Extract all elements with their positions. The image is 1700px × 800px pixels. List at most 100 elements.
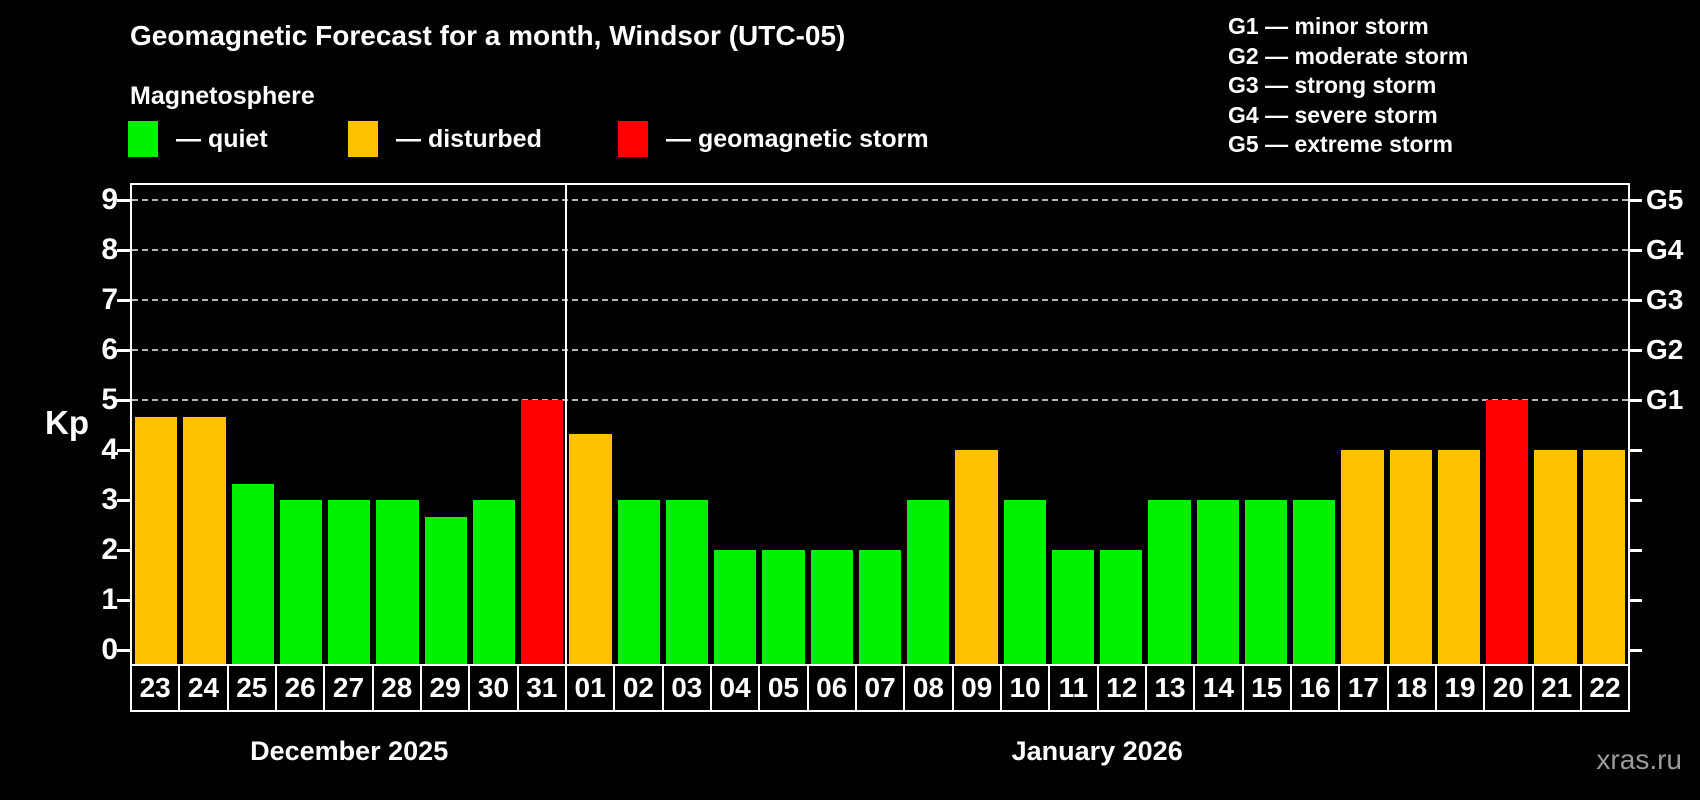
bar-day-05 xyxy=(762,550,805,664)
disturbed-swatch-icon xyxy=(348,121,378,157)
bar-day-23 xyxy=(135,416,178,664)
bar-day-17 xyxy=(1341,450,1384,664)
bar-day-07 xyxy=(858,550,902,664)
g-legend-line-g3: G3 — strong storm xyxy=(1228,72,1437,98)
date-label-02: 02 xyxy=(615,666,664,710)
g-axis-label-g3: G3 xyxy=(1646,284,1684,315)
date-label-06: 06 xyxy=(809,666,857,710)
g-scale-legend: G1 — minor storm G2 — moderate storm G3 … xyxy=(1228,12,1468,160)
date-label-31: 31 xyxy=(519,666,567,710)
y-axis-tick-label: 4 xyxy=(101,433,118,466)
date-label-21: 21 xyxy=(1534,666,1582,710)
g-axis-label-g4: G4 xyxy=(1646,234,1684,265)
date-label-07: 07 xyxy=(857,666,906,710)
bar-day-13 xyxy=(1148,500,1191,664)
storm-swatch-icon xyxy=(618,121,648,157)
gridline-kp9 xyxy=(132,199,1628,201)
gridline-kp5 xyxy=(132,399,1628,401)
right-axis-tick xyxy=(1629,599,1642,602)
date-label-25: 25 xyxy=(229,666,277,710)
date-label-22: 22 xyxy=(1589,672,1621,703)
g-legend-line-g5: G5 — extreme storm xyxy=(1228,131,1453,157)
right-axis-tick xyxy=(1629,399,1642,402)
month-label-january: January 2026 xyxy=(1011,736,1183,766)
date-label-05: 05 xyxy=(760,666,809,710)
legend-item-label: — geomagnetic storm xyxy=(666,124,929,153)
g-legend-line-g1: G1 — minor storm xyxy=(1228,13,1429,39)
date-label-29: 29 xyxy=(422,666,471,710)
date-label-16: 16 xyxy=(1292,666,1341,710)
g-legend-line-g2: G2 — moderate storm xyxy=(1228,42,1469,69)
bar-day-21 xyxy=(1534,450,1577,664)
right-axis-tick xyxy=(1629,249,1642,252)
page-title: Geomagnetic Forecast for a month, Windso… xyxy=(130,20,846,51)
bar-day-20 xyxy=(1486,400,1529,664)
bar-day-03 xyxy=(665,500,709,664)
date-label-09: 09 xyxy=(954,666,1002,710)
date-label-14: 14 xyxy=(1195,666,1244,710)
bar-day-28 xyxy=(376,500,419,664)
y-axis-tick xyxy=(117,249,131,252)
bar-day-15 xyxy=(1244,500,1288,664)
gridline-kp6 xyxy=(132,349,1628,351)
bar-day-01 xyxy=(569,433,612,664)
bar-day-27 xyxy=(328,500,371,664)
g-axis-label-g5: G5 xyxy=(1646,184,1684,215)
y-axis-tick xyxy=(117,349,131,352)
y-axis-tick xyxy=(117,499,131,502)
date-label-28: 28 xyxy=(374,666,422,710)
bar-day-10 xyxy=(1003,500,1046,664)
quiet-swatch-icon xyxy=(128,121,158,157)
y-axis-tick-label: 2 xyxy=(101,533,118,566)
date-label-30: 30 xyxy=(470,666,519,710)
bar-day-02 xyxy=(617,500,660,664)
watermark: xras.ru xyxy=(1596,744,1682,775)
legend-item-disturbed: — disturbed xyxy=(348,120,542,158)
y-axis-tick xyxy=(117,199,131,202)
bar-day-12 xyxy=(1100,550,1143,664)
bar-day-19 xyxy=(1437,450,1481,664)
bar-day-22 xyxy=(1582,450,1625,664)
y-axis-tick xyxy=(117,549,131,552)
date-label-04: 04 xyxy=(712,666,761,710)
bar-day-14 xyxy=(1196,500,1239,664)
date-label-12: 12 xyxy=(1099,666,1147,710)
g-axis-label-g1: G1 xyxy=(1646,384,1684,415)
date-label-18: 18 xyxy=(1389,666,1437,710)
kp-bar-chart: Kp 23 24 25 26 27 28 29 30 31 01 02 03 04 05 06 07 08 09 1… xyxy=(0,183,1700,800)
bar-day-31 xyxy=(521,400,564,664)
y-axis-tick-label: 9 xyxy=(101,183,118,216)
month-separator-line xyxy=(565,185,568,664)
date-label-10: 10 xyxy=(1002,666,1051,710)
bar-day-04 xyxy=(714,550,757,664)
y-axis-tick-label: 5 xyxy=(101,383,118,416)
y-axis-tick xyxy=(117,299,131,302)
bar-day-06 xyxy=(810,550,853,664)
bar-day-16 xyxy=(1293,500,1336,664)
date-label-26: 26 xyxy=(277,666,326,710)
bar-day-11 xyxy=(1051,550,1095,664)
gridline-kp8 xyxy=(132,249,1628,251)
gridline-kp7 xyxy=(132,299,1628,301)
magnetosphere-subtitle: Magnetosphere xyxy=(130,82,315,110)
y-axis-tick-label: 6 xyxy=(101,333,118,366)
y-axis-tick-label: 8 xyxy=(101,233,118,266)
right-axis-tick xyxy=(1629,649,1642,652)
date-label-23: 23 xyxy=(132,666,181,710)
right-axis-tick xyxy=(1629,349,1642,352)
y-axis-tick xyxy=(117,599,131,602)
right-axis-tick xyxy=(1629,199,1642,202)
right-axis-tick xyxy=(1629,449,1642,452)
y-axis-tick-label: 0 xyxy=(101,633,118,666)
date-label-13: 13 xyxy=(1147,666,1196,710)
date-label-20: 20 xyxy=(1485,666,1534,710)
date-label-24: 24 xyxy=(180,666,229,710)
y-axis-tick-label: 7 xyxy=(101,283,118,316)
bar-day-09 xyxy=(955,450,998,664)
date-label-19: 19 xyxy=(1437,666,1486,710)
right-axis-tick xyxy=(1629,549,1642,552)
right-axis-tick xyxy=(1629,299,1642,302)
date-label-08: 08 xyxy=(905,666,954,710)
date-label-01: 01 xyxy=(567,666,616,710)
